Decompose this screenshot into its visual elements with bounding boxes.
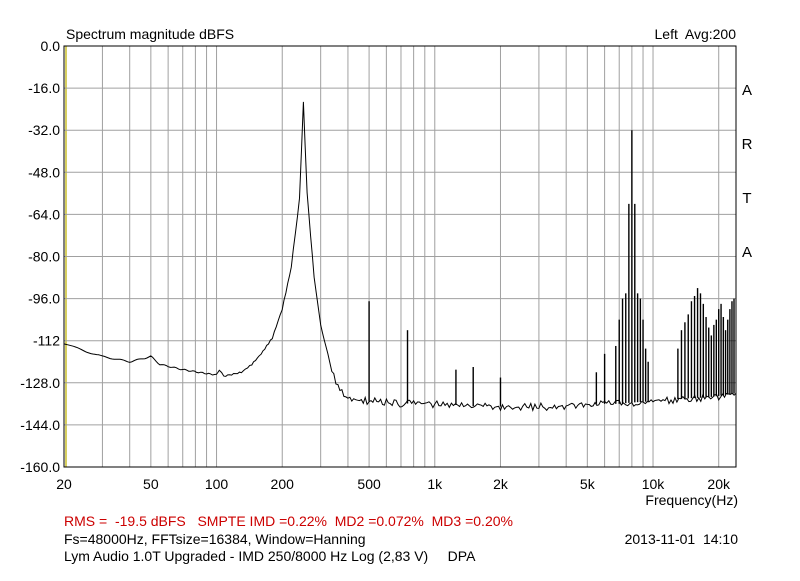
x-tick-label: 5k [580, 476, 596, 492]
analyzer-settings: Fs=48000Hz, FFTsize=16384, Window=Hannin… [64, 531, 366, 547]
y-tick-label: -96.0 [28, 291, 60, 307]
y-tick-label: -32.0 [28, 122, 60, 138]
x-tick-label: 10k [642, 476, 666, 492]
logo-letter: T [742, 190, 752, 207]
trace-layer [63, 101, 737, 412]
chart-title: Spectrum magnitude dBFS [66, 26, 235, 42]
y-tick-label: -128.0 [20, 375, 60, 391]
arta-logo: A R T A [741, 46, 753, 280]
y-tick-label: -144.0 [20, 417, 60, 433]
channel-average-label: Left Avg:200 [654, 26, 736, 42]
y-tick-label: -64.0 [28, 206, 60, 222]
x-tick-label: 200 [271, 476, 295, 492]
x-tick-label: 20k [707, 476, 731, 492]
y-tick-label: -80.0 [28, 249, 60, 265]
timestamp: 2013-11-01 14:10 [624, 531, 738, 547]
y-tick-label: -112 [33, 333, 60, 349]
y-tick-label: -160.0 [20, 459, 60, 475]
device-description: Lym Audio 1.0T Upgraded - IMD 250/8000 H… [64, 548, 476, 564]
logo-letter: R [741, 136, 753, 153]
x-tick-label: 20 [56, 476, 72, 492]
tick-label-layer: 0.0 -16.0 -32.0 -48.0 -64.0 -80.0 -96.0 -112 -12… [20, 38, 731, 492]
x-axis-label: Frequency(Hz) [645, 492, 738, 508]
x-tick-label: 2k [493, 476, 509, 492]
logo-letter: A [741, 244, 752, 261]
y-tick-label: -48.0 [28, 164, 60, 180]
logo-letter: A [741, 82, 752, 99]
x-tick-label: 100 [205, 476, 229, 492]
x-tick-label: 50 [143, 476, 159, 492]
plot-frame [63, 45, 737, 468]
y-tick-label: -16.0 [28, 80, 60, 96]
measurement-stats: RMS = -19.5 dBFS SMPTE IMD =0.22% MD2 =0… [64, 513, 513, 529]
y-tick-label: 0.0 [41, 38, 61, 54]
x-tick-label: 1k [427, 476, 443, 492]
x-tick-label: 500 [357, 476, 381, 492]
